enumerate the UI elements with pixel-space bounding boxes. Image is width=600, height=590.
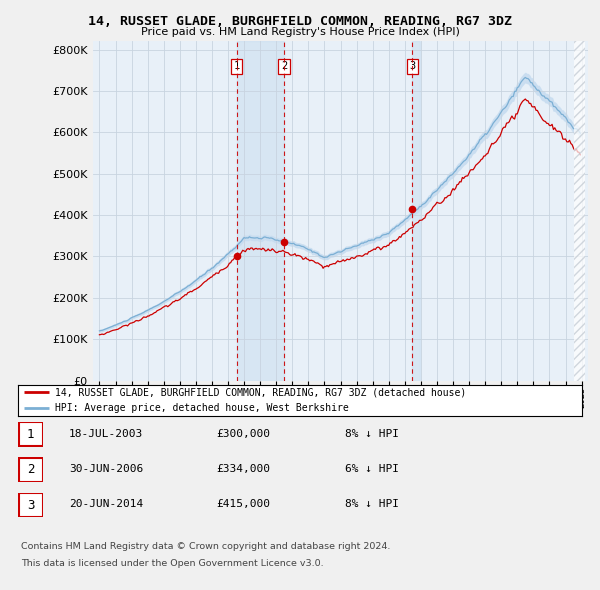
Text: Contains HM Land Registry data © Crown copyright and database right 2024.: Contains HM Land Registry data © Crown c… [21, 542, 391, 550]
Bar [236, 41, 284, 381]
Text: 2: 2 [27, 463, 34, 476]
Text: Price paid vs. HM Land Registry's House Price Index (HPI): Price paid vs. HM Land Registry's House … [140, 27, 460, 37]
Text: 14, RUSSET GLADE, BURGHFIELD COMMON, READING, RG7 3DZ: 14, RUSSET GLADE, BURGHFIELD COMMON, REA… [88, 15, 512, 28]
FancyBboxPatch shape [19, 422, 43, 446]
Text: 1: 1 [27, 428, 34, 441]
Text: HPI: Average price, detached house, West Berkshire: HPI: Average price, detached house, West… [55, 403, 349, 413]
Text: 2: 2 [281, 61, 287, 71]
FancyBboxPatch shape [19, 493, 43, 517]
Text: 18-JUL-2003: 18-JUL-2003 [69, 429, 143, 438]
Text: 30-JUN-2006: 30-JUN-2006 [69, 464, 143, 474]
Text: £415,000: £415,000 [216, 500, 270, 509]
Text: 6% ↓ HPI: 6% ↓ HPI [345, 464, 399, 474]
FancyBboxPatch shape [19, 458, 43, 481]
Text: 8% ↓ HPI: 8% ↓ HPI [345, 500, 399, 509]
Text: £300,000: £300,000 [216, 429, 270, 438]
Text: This data is licensed under the Open Government Licence v3.0.: This data is licensed under the Open Gov… [21, 559, 323, 568]
Text: £334,000: £334,000 [216, 464, 270, 474]
Bar [412, 41, 421, 381]
Text: 3: 3 [409, 61, 415, 71]
Text: 1: 1 [233, 61, 240, 71]
Text: 14, RUSSET GLADE, BURGHFIELD COMMON, READING, RG7 3DZ (detached house): 14, RUSSET GLADE, BURGHFIELD COMMON, REA… [55, 388, 466, 398]
Text: 3: 3 [27, 499, 34, 512]
Text: 8% ↓ HPI: 8% ↓ HPI [345, 429, 399, 438]
Text: 20-JUN-2014: 20-JUN-2014 [69, 500, 143, 509]
